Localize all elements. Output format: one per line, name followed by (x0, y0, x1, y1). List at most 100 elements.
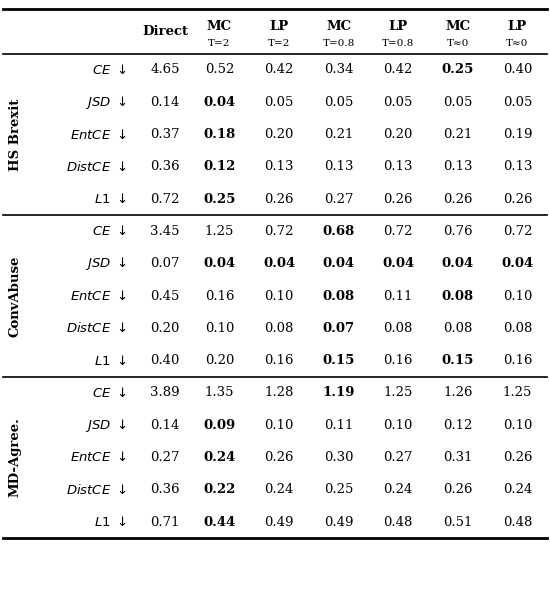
Text: 0.20: 0.20 (150, 322, 180, 335)
Text: 0.12: 0.12 (204, 160, 236, 173)
Text: 0.10: 0.10 (503, 419, 532, 432)
Text: 0.36: 0.36 (150, 160, 180, 173)
Text: 0.20: 0.20 (205, 354, 234, 367)
Text: 0.04: 0.04 (442, 257, 474, 270)
Text: 0.26: 0.26 (503, 193, 532, 206)
Text: 0.48: 0.48 (503, 515, 532, 529)
Text: 0.45: 0.45 (150, 289, 180, 303)
Text: 0.08: 0.08 (383, 322, 413, 335)
Text: 0.26: 0.26 (443, 193, 472, 206)
Text: LP: LP (508, 20, 527, 33)
Text: $DistCE$ $\downarrow$: $DistCE$ $\downarrow$ (66, 160, 126, 174)
Text: 0.26: 0.26 (265, 193, 294, 206)
Text: 0.08: 0.08 (323, 289, 355, 303)
Text: 0.72: 0.72 (383, 225, 413, 238)
Text: 0.24: 0.24 (204, 451, 236, 464)
Text: 1.28: 1.28 (265, 386, 294, 399)
Text: 0.24: 0.24 (383, 483, 413, 496)
Text: 0.27: 0.27 (150, 451, 180, 464)
Text: 1.19: 1.19 (322, 386, 355, 399)
Text: $JSD$ $\downarrow$: $JSD$ $\downarrow$ (85, 255, 126, 272)
Text: 0.26: 0.26 (443, 483, 472, 496)
Text: 3.45: 3.45 (150, 225, 180, 238)
Text: 4.65: 4.65 (150, 63, 180, 77)
Text: 0.21: 0.21 (324, 128, 354, 141)
Text: 0.30: 0.30 (324, 451, 354, 464)
Text: LP: LP (389, 20, 408, 33)
Text: 0.26: 0.26 (383, 193, 413, 206)
Text: 0.40: 0.40 (503, 63, 532, 77)
Text: 0.26: 0.26 (503, 451, 532, 464)
Text: $EntCE$ $\downarrow$: $EntCE$ $\downarrow$ (70, 289, 126, 303)
Text: 0.08: 0.08 (442, 289, 474, 303)
Text: 0.52: 0.52 (205, 63, 234, 77)
Text: 0.27: 0.27 (324, 193, 354, 206)
Text: $JSD$ $\downarrow$: $JSD$ $\downarrow$ (85, 94, 126, 111)
Text: 0.05: 0.05 (265, 96, 294, 109)
Text: $DistCE$ $\downarrow$: $DistCE$ $\downarrow$ (66, 321, 126, 335)
Text: 0.21: 0.21 (443, 128, 472, 141)
Text: 0.15: 0.15 (322, 354, 355, 367)
Text: 0.13: 0.13 (265, 160, 294, 173)
Text: 0.71: 0.71 (150, 515, 180, 529)
Text: MD-Agree.: MD-Agree. (9, 417, 22, 498)
Text: 0.42: 0.42 (265, 63, 294, 77)
Text: 1.25: 1.25 (383, 386, 413, 399)
Text: 0.18: 0.18 (204, 128, 235, 141)
Text: $CE$ $\downarrow$: $CE$ $\downarrow$ (92, 63, 126, 77)
Text: 0.13: 0.13 (383, 160, 413, 173)
Text: 0.15: 0.15 (442, 354, 474, 367)
Text: 0.10: 0.10 (503, 289, 532, 303)
Text: 0.16: 0.16 (265, 354, 294, 367)
Text: 0.13: 0.13 (443, 160, 472, 173)
Text: 0.04: 0.04 (204, 96, 235, 109)
Text: 0.27: 0.27 (383, 451, 413, 464)
Text: MC: MC (326, 20, 351, 33)
Text: 0.72: 0.72 (265, 225, 294, 238)
Text: 0.04: 0.04 (323, 257, 355, 270)
Text: 0.10: 0.10 (265, 289, 294, 303)
Text: Direct: Direct (142, 25, 188, 38)
Text: $CE$ $\downarrow$: $CE$ $\downarrow$ (92, 386, 126, 400)
Text: 0.05: 0.05 (324, 96, 354, 109)
Text: 0.05: 0.05 (443, 96, 472, 109)
Text: $L1$ $\downarrow$: $L1$ $\downarrow$ (94, 515, 126, 529)
Text: $DistCE$ $\downarrow$: $DistCE$ $\downarrow$ (66, 483, 126, 497)
Text: 0.07: 0.07 (323, 322, 355, 335)
Text: 0.14: 0.14 (150, 419, 180, 432)
Text: 0.24: 0.24 (265, 483, 294, 496)
Text: T≈0: T≈0 (506, 39, 529, 48)
Text: 0.04: 0.04 (382, 257, 414, 270)
Text: 0.25: 0.25 (442, 63, 474, 77)
Text: 0.49: 0.49 (265, 515, 294, 529)
Text: 1.25: 1.25 (205, 225, 234, 238)
Text: 0.31: 0.31 (443, 451, 472, 464)
Text: $L1$ $\downarrow$: $L1$ $\downarrow$ (94, 192, 126, 206)
Text: 0.04: 0.04 (204, 257, 235, 270)
Text: 0.10: 0.10 (205, 322, 234, 335)
Text: 0.72: 0.72 (503, 225, 532, 238)
Text: 0.25: 0.25 (204, 193, 236, 206)
Text: T=2: T=2 (268, 39, 290, 48)
Text: 0.76: 0.76 (443, 225, 472, 238)
Text: $CE$ $\downarrow$: $CE$ $\downarrow$ (92, 224, 126, 239)
Text: 0.48: 0.48 (383, 515, 413, 529)
Text: $EntCE$ $\downarrow$: $EntCE$ $\downarrow$ (70, 127, 126, 142)
Text: 0.11: 0.11 (324, 419, 354, 432)
Text: 0.08: 0.08 (503, 322, 532, 335)
Text: 0.04: 0.04 (263, 257, 295, 270)
Text: $L1$ $\downarrow$: $L1$ $\downarrow$ (94, 353, 126, 368)
Text: 0.36: 0.36 (150, 483, 180, 496)
Text: ConvAbuse: ConvAbuse (9, 255, 22, 337)
Text: 0.16: 0.16 (205, 289, 234, 303)
Text: 0.14: 0.14 (150, 96, 180, 109)
Text: 0.51: 0.51 (443, 515, 472, 529)
Text: 0.04: 0.04 (502, 257, 534, 270)
Text: 0.08: 0.08 (443, 322, 472, 335)
Text: 0.40: 0.40 (150, 354, 180, 367)
Text: 0.68: 0.68 (323, 225, 355, 238)
Text: $EntCE$ $\downarrow$: $EntCE$ $\downarrow$ (70, 450, 126, 465)
Text: HS Brexit: HS Brexit (9, 98, 22, 171)
Text: MC: MC (446, 20, 470, 33)
Text: 1.26: 1.26 (443, 386, 472, 399)
